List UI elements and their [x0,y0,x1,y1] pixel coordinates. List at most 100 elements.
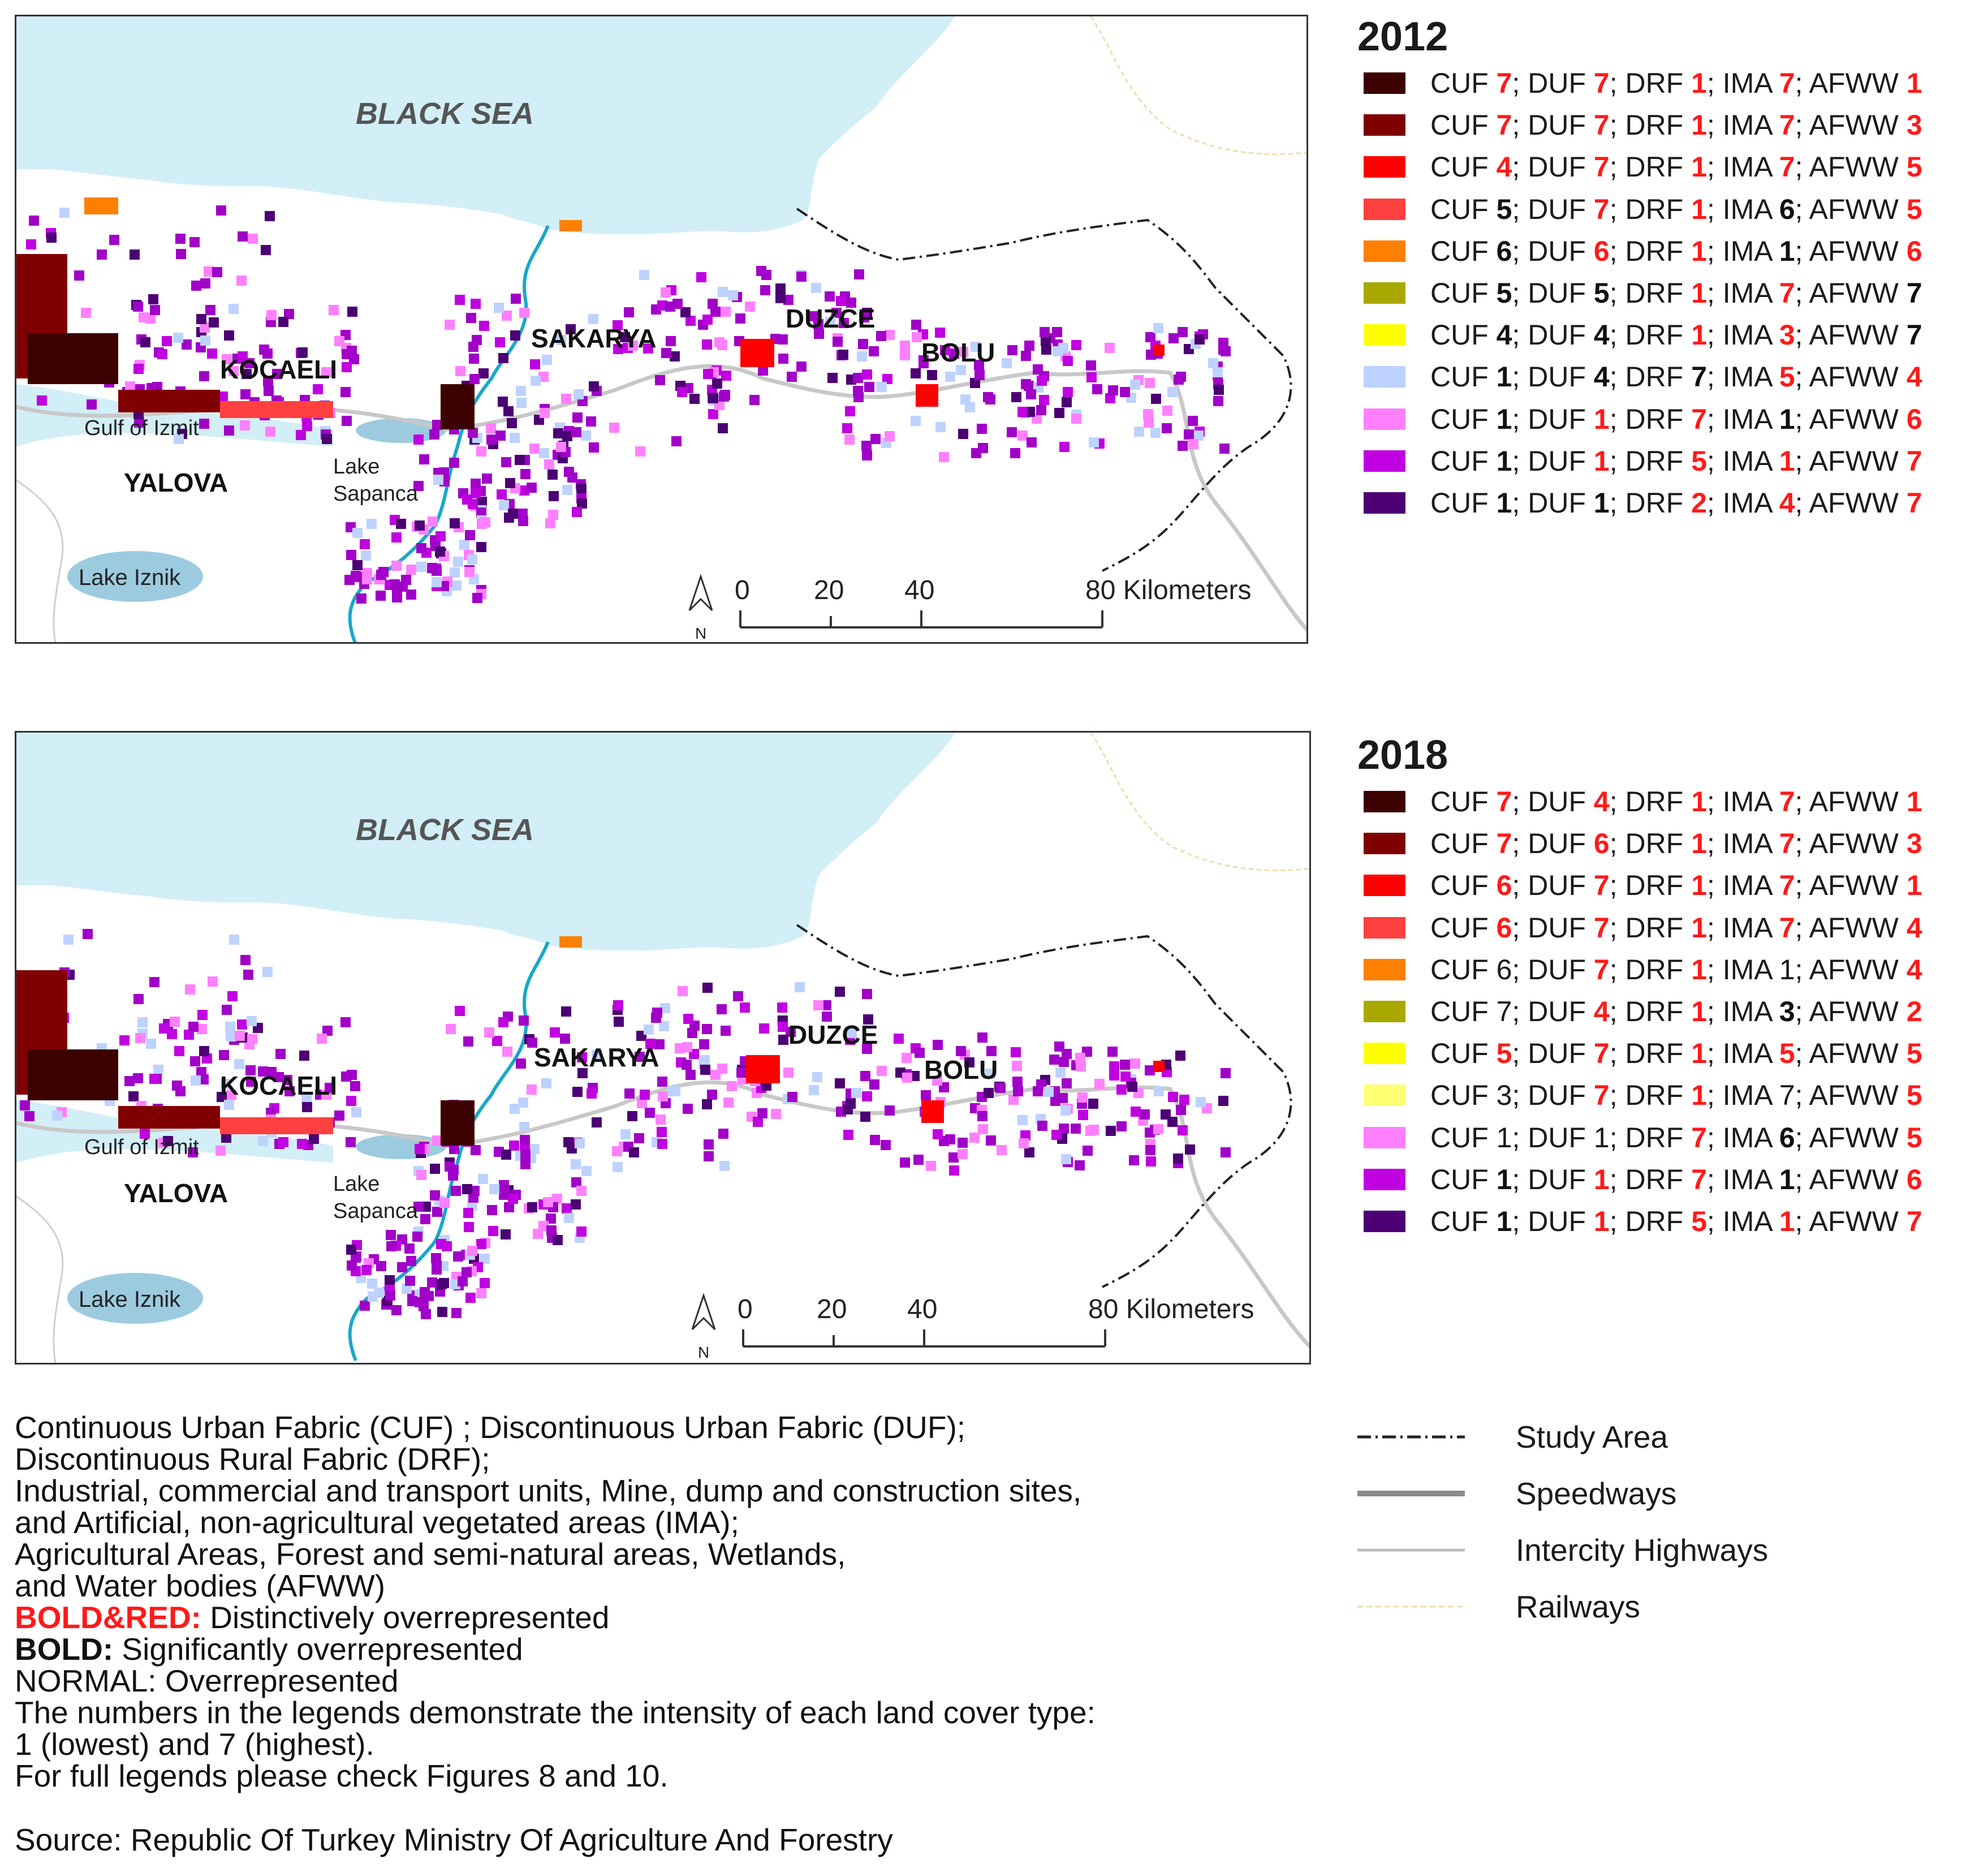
landcover-pixel [682,1060,692,1070]
landcover-pixel [777,1002,787,1013]
legend-value-cuf: 1 [1496,1205,1512,1237]
landcover-pixel [885,431,895,441]
bold-text: Significantly overrepresented [113,1632,523,1667]
landcover-pixel [827,373,838,383]
landcover-pixel [1017,431,1028,441]
landcover-pixel [949,1165,959,1176]
note-line: Continuous Urban Fabric (CUF) ; Disconti… [15,1410,966,1445]
landcover-pixel [589,442,599,453]
landcover-pixel [346,1137,356,1147]
legend-key-ima: IMA [1722,1121,1779,1153]
landcover-pixel [176,249,186,259]
legend-row: CUF 7; DUF 7; DRF 1; IMA 7; AFWW 1 [1357,62,1922,104]
landcover-pixel [1054,1041,1064,1052]
landcover-pixel [385,1290,395,1301]
landcover-pixel [1120,387,1130,397]
black-sea [16,16,955,234]
landcover-pixel [515,455,525,465]
legend-value-cuf: 5 [1496,1038,1512,1070]
landcover-pixel [956,365,966,375]
legend-value-ima: 1 [1779,235,1795,267]
legend-key-duf: DUF [1528,109,1594,141]
landcover-pixel [216,205,226,216]
landcover-pixel [757,1108,767,1118]
legend-row-text: CUF 3; DUF 7; DRF 1; IMA 7; AFWW 5 [1430,1079,1922,1112]
landcover-pixel [153,1065,163,1075]
landcover-pixel [712,378,722,389]
landcover-pixel [1214,385,1224,395]
landcover-pixel [428,517,438,527]
legend-key-ima: IMA [1722,870,1779,902]
landcover-pixel [416,543,426,553]
legend-row-text: CUF 6; DUF 7; DRF 1; IMA 7; AFWW 1 [1430,870,1922,902]
landcover-pixel [1071,1124,1081,1134]
landcover-pixel [1213,396,1223,406]
legend-value-cuf: 1 [1496,403,1512,435]
note-line: Industrial, commercial and transport uni… [15,1473,1082,1508]
legend-value-cuf: 7 [1496,786,1512,818]
landcover-pixel [581,431,591,441]
landcover-pixel [420,1214,430,1224]
label-kocaeli: KOCAELI [220,355,337,384]
landcover-pixel [958,1138,968,1148]
landcover-pixel [366,519,377,529]
landcover-pixel [1012,1061,1022,1071]
landcover-pixel [480,1278,490,1288]
landcover-pixel [415,1144,425,1154]
legend-key-duf: DUF [1528,1163,1594,1195]
landcover-pixel [238,351,248,361]
legend-value-drf: 1 [1691,996,1707,1028]
legend-value-drf: 1 [1691,828,1707,860]
landcover-pixel [1145,1065,1155,1075]
landcover-pixel [325,1083,335,1093]
landcover-pixel [360,539,370,549]
landcover-pixel [199,419,209,429]
landcover-pixel [796,272,807,282]
legend-key-afww: AFWW [1809,487,1907,519]
svg-text:N: N [698,1344,709,1361]
landcover-pixel [462,1267,472,1277]
landcover-pixel [499,1190,509,1200]
landcover-pixel [1129,1155,1139,1165]
landcover-pixel [808,311,818,321]
landcover-pixel [1153,1124,1163,1134]
landcover-pixel [486,434,497,445]
landcover-pixel [846,1099,856,1109]
landcover-pixel [577,1052,587,1062]
legend-key-duf: DUF [1528,1038,1594,1070]
legend-value-duf: 1 [1593,403,1610,435]
landcover-pixel [245,1065,256,1075]
scale-bar: 0 20 40 80 Kilometers [738,1294,1254,1348]
landcover-pixel [556,335,566,345]
landcover-pixel [59,208,70,218]
landcover-pixel [430,1190,440,1200]
legend-row: CUF 1; DUF 1; DRF 2; IMA 4; AFWW 7 [1357,482,1922,524]
landcover-pixel [299,1051,309,1061]
landcover-pixel [714,337,725,347]
landcover-pixel [329,305,339,315]
landcover-pixel [700,1065,710,1075]
landcover-pixel [995,1083,1006,1093]
landcover-pixel [509,1140,519,1151]
landcover-pixel [529,1144,540,1154]
legend-key-duf: DUF [1528,235,1594,267]
landcover-pixel [467,1246,477,1256]
landcover-pixel [133,364,144,374]
landcover-pixel [835,987,845,997]
landcover-pixel [702,1099,712,1109]
landcover-pixel [614,1017,624,1027]
landcover-pixel [629,1147,639,1157]
legend-value-ima: 4 [1779,487,1795,519]
legend-key-cuf: CUF [1430,319,1497,351]
legend-value-duf: 5 [1593,277,1610,309]
legend-key-drf: DRF [1625,1121,1692,1153]
landcover-pixel [958,1149,968,1159]
landcover-pixel [199,1074,209,1084]
landcover-pixel [1145,332,1155,342]
landcover-pixel [449,1144,459,1154]
landcover-pixel [718,1129,728,1139]
landcover-pixel [562,1203,572,1213]
legend-swatch [1364,198,1405,220]
landcover-pixel [986,1046,997,1056]
line-legend-study-area: Study Area [1357,1409,1923,1465]
